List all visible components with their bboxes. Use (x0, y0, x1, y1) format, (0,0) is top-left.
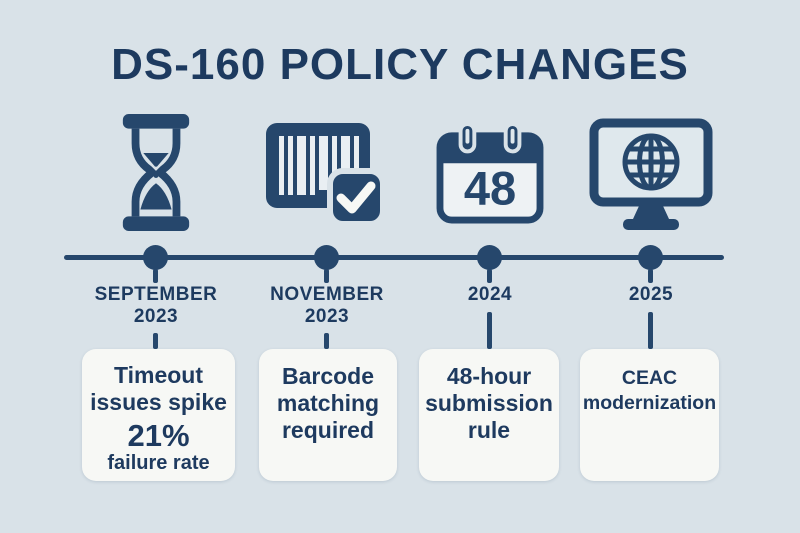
calendar-number: 48 (464, 161, 516, 214)
calendar-48-icon: 48 (436, 122, 544, 229)
dot-stem (648, 269, 653, 283)
barcode-check-icon (266, 119, 386, 236)
date-label-september-2023: SEPTEMBER 2023 (71, 284, 241, 328)
dot-stem (487, 269, 492, 283)
date-label-2024: 2024 (405, 284, 575, 306)
card-stat: 21% (127, 418, 190, 453)
card-2025: CEAC modernization (580, 349, 719, 481)
card-connector (648, 312, 653, 349)
date-label-2025: 2025 (566, 284, 736, 306)
date-line: SEPTEMBER (94, 284, 218, 305)
page-title: DS-160 POLICY CHANGES (111, 40, 689, 89)
dot-stem (324, 269, 329, 283)
date-line: 2025 (628, 284, 674, 305)
globe-monitor-icon (589, 118, 713, 237)
card-connector (153, 333, 158, 349)
card-2024: 48-hour submission rule (419, 349, 559, 481)
card-text: CEAC modernization (582, 367, 717, 414)
card-text: 48-hour submission rule (425, 363, 553, 443)
card-connector (487, 312, 492, 349)
timeline-dot (314, 245, 339, 270)
date-line: NOVEMBER (270, 284, 384, 305)
timeline-dot (477, 245, 502, 270)
card-connector (324, 333, 329, 349)
card-text: Timeout issues spike (90, 362, 227, 415)
dot-stem (153, 269, 158, 283)
card-november-2023: Barcode matching required (259, 349, 397, 481)
date-label-november-2023: NOVEMBER 2023 (242, 284, 412, 328)
card-september-2023: Timeout issues spike 21% failure rate (82, 349, 235, 481)
date-line: 2023 (133, 306, 179, 327)
hourglass-icon (117, 114, 195, 236)
card-stat-label: failure rate (107, 452, 210, 474)
timeline-line (64, 255, 724, 260)
date-line: 2024 (467, 284, 513, 305)
timeline-dot (143, 245, 168, 270)
date-line: 2023 (304, 306, 350, 327)
card-text: Barcode matching required (276, 363, 380, 443)
timeline-dot (638, 245, 663, 270)
